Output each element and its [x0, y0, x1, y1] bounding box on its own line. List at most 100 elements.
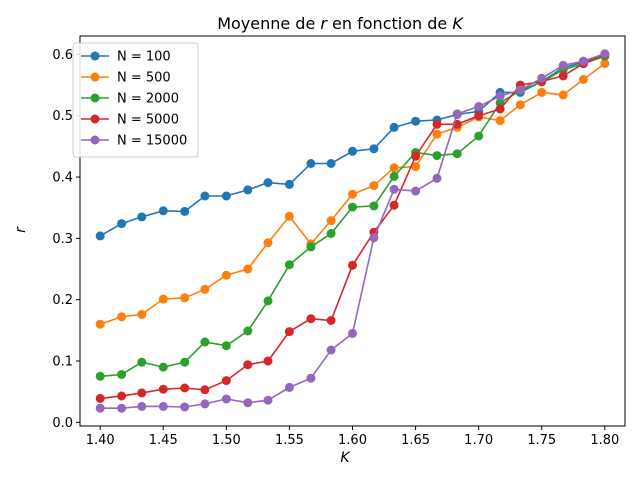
data-point — [200, 191, 210, 201]
data-point — [578, 56, 588, 66]
data-point — [348, 146, 357, 156]
data-point — [137, 401, 147, 411]
data-point — [263, 395, 273, 405]
x-tick-label: 1.45 — [149, 433, 178, 448]
data-point — [537, 87, 547, 97]
data-point — [263, 356, 273, 366]
y-tick-label: 0.1 — [52, 355, 73, 370]
legend-label: N = 5000 — [117, 113, 179, 128]
chart-title-middle: en fonction de — [327, 14, 452, 33]
data-point — [263, 296, 273, 306]
data-point — [158, 206, 168, 216]
x-tick-label: 1.75 — [527, 433, 556, 448]
data-point — [284, 211, 294, 221]
data-point — [474, 102, 484, 111]
data-point — [389, 200, 399, 210]
data-point — [243, 326, 253, 336]
data-point — [369, 144, 379, 154]
legend-item: N = 5000 — [81, 113, 179, 128]
data-point — [348, 328, 357, 338]
data-point — [137, 388, 147, 398]
data-point — [95, 393, 105, 403]
legend-label: N = 2000 — [117, 92, 179, 107]
data-point — [200, 337, 210, 347]
data-point — [452, 149, 462, 159]
chart-title-k: K — [452, 14, 464, 33]
legend-box — [72, 42, 199, 158]
data-point — [558, 90, 568, 100]
data-point — [495, 116, 505, 126]
data-point — [495, 98, 505, 108]
data-point — [326, 316, 336, 325]
data-point — [389, 171, 399, 181]
legend-marker — [90, 114, 100, 124]
data-point — [95, 231, 105, 241]
legend-item: N = 500 — [81, 71, 171, 86]
data-point — [306, 159, 316, 168]
series-4 — [95, 49, 610, 413]
data-point — [515, 85, 525, 95]
data-point — [306, 373, 316, 383]
data-point — [306, 314, 316, 324]
data-point — [137, 212, 147, 222]
data-point — [221, 341, 231, 351]
data-point — [180, 357, 190, 367]
data-point — [348, 260, 357, 270]
legend-marker — [90, 72, 100, 82]
data-point — [411, 162, 421, 172]
x-tick-label: 1.70 — [464, 433, 493, 448]
x-tick-label: 1.65 — [401, 433, 430, 448]
data-point — [348, 202, 357, 212]
data-point — [284, 179, 294, 189]
legend-label: N = 500 — [117, 71, 171, 86]
y-tick-label: 0.4 — [52, 171, 73, 186]
data-point — [411, 151, 421, 161]
data-point — [243, 264, 253, 274]
x-tick-label: 1.60 — [338, 433, 367, 448]
data-point — [158, 401, 168, 411]
data-point — [411, 116, 421, 126]
legend-item: N = 15000 — [81, 134, 187, 149]
legend-item: N = 2000 — [81, 92, 179, 107]
data-point — [221, 270, 231, 280]
data-point — [558, 71, 568, 81]
data-point — [158, 294, 168, 304]
data-point — [243, 398, 253, 408]
data-point — [306, 242, 316, 252]
data-point — [474, 131, 484, 141]
data-point — [200, 284, 210, 294]
legend: N = 100 N = 500 N = 2000 N = 5000 N = 15000 — [72, 42, 199, 158]
data-point — [117, 403, 127, 413]
chart-title: Moyenne de r en fonction de K — [217, 14, 464, 33]
y-tick-label: 0.3 — [52, 232, 73, 247]
data-point — [432, 151, 442, 161]
data-point — [411, 186, 421, 196]
plot-area — [95, 49, 610, 413]
data-point — [284, 260, 294, 270]
y-axis-label: r — [13, 226, 29, 233]
data-point — [284, 382, 294, 392]
x-axis-label: K — [340, 450, 351, 466]
data-point — [117, 312, 127, 322]
data-point — [263, 178, 273, 188]
legend-marker — [90, 51, 100, 61]
data-point — [221, 376, 231, 386]
data-point — [600, 59, 610, 69]
data-point — [326, 345, 336, 355]
data-point — [474, 111, 484, 121]
legend-marker — [90, 135, 100, 145]
data-point — [389, 184, 399, 194]
data-point — [137, 309, 147, 319]
y-tick-label: 0.2 — [52, 293, 73, 308]
data-point — [432, 119, 442, 129]
data-point — [95, 371, 105, 381]
legend-label: N = 100 — [117, 50, 171, 65]
legend-label: N = 15000 — [117, 134, 187, 149]
data-point — [221, 394, 231, 404]
data-point — [558, 60, 568, 70]
data-point — [200, 399, 210, 409]
data-point — [158, 384, 168, 394]
data-point — [180, 383, 190, 393]
legend-item: N = 100 — [81, 50, 171, 65]
data-point — [578, 75, 588, 84]
